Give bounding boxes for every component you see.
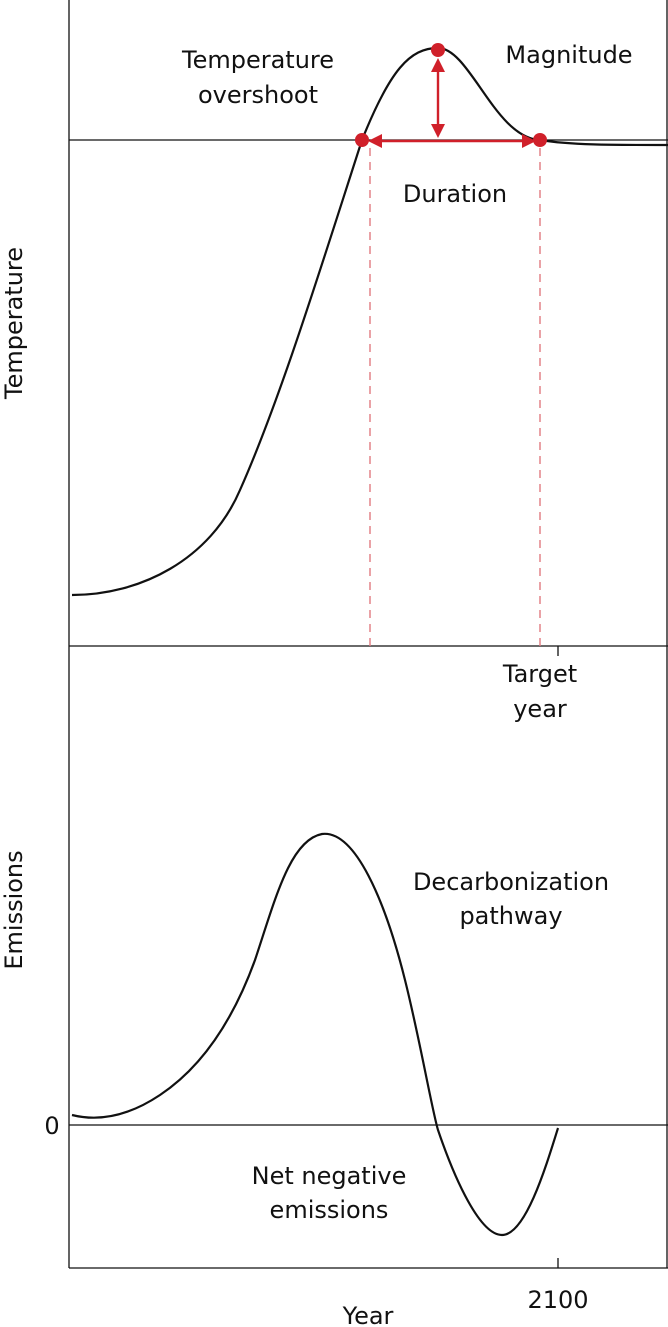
target-label-line1: Target: [502, 660, 577, 688]
duration-arrow-right-head: [522, 134, 536, 148]
net-negative-label-line2: emissions: [270, 1196, 389, 1224]
x-axis-label: Year: [342, 1302, 394, 1327]
x-tick-label-2100: 2100: [527, 1286, 588, 1314]
zero-tick-label: 0: [44, 1112, 59, 1140]
duration-arrow-left-head: [368, 134, 382, 148]
decarbonization-label-line1: Decarbonization: [413, 868, 609, 896]
duration-label: Duration: [403, 180, 507, 208]
overshoot-start-point: [355, 133, 369, 147]
magnitude-arrow-top-head: [431, 58, 445, 72]
temperature-axis-label: Temperature: [0, 247, 28, 400]
return-point: [533, 133, 547, 147]
target-label-line2: year: [513, 695, 567, 723]
overshoot-label-line1: Temperature: [181, 46, 334, 74]
decarbonization-label-line2: pathway: [459, 902, 562, 930]
emissions-curve: [71, 832, 560, 1237]
peak-point: [431, 43, 445, 57]
overshoot-label-line2: overshoot: [198, 81, 318, 109]
net-negative-label-line1: Net negative: [252, 1162, 407, 1190]
emissions-axis-label: Emissions: [0, 850, 28, 969]
magnitude-arrow-bottom-head: [431, 124, 445, 138]
magnitude-label: Magnitude: [505, 41, 632, 69]
